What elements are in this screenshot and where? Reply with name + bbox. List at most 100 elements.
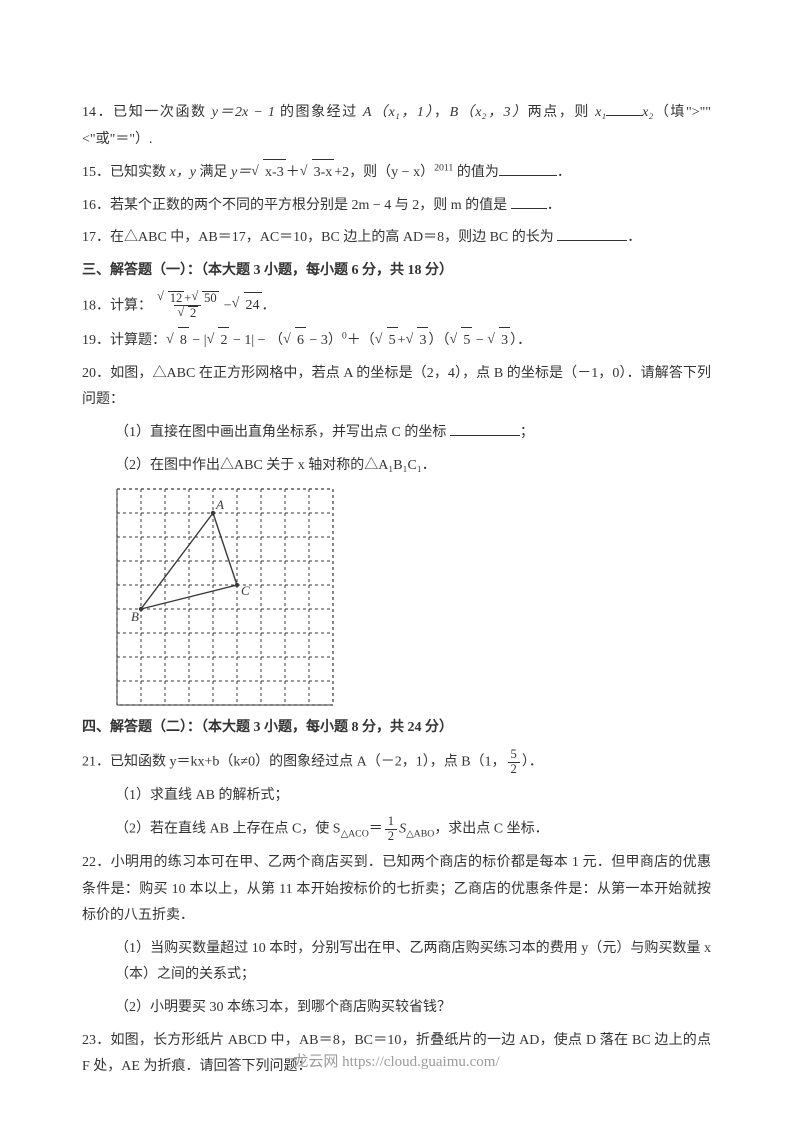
x1: x₁ xyxy=(595,105,606,120)
text: 的图象经过 xyxy=(275,105,363,120)
svg-text:C: C xyxy=(241,583,250,598)
sub: △ABO xyxy=(406,828,434,839)
numerator: 12+50 xyxy=(154,291,222,306)
plus: ＋ xyxy=(286,165,300,180)
fraction: 12+50 2 xyxy=(154,291,222,322)
q-num: 17． xyxy=(82,230,110,245)
sqrt: 24 xyxy=(232,292,262,320)
text: 如图，△ABC 在正方形网格中，若点 A 的坐标是（2，4），点 B 的坐标是（… xyxy=(82,366,711,408)
q15: 15．已知实数 x，y 满足 y＝x-3＋3-x+2，则（y − x）2011 … xyxy=(82,159,711,187)
q22-p1: （1）当购买数量超过 10 本时，分别写出在甲、乙两商店购买练习本的费用 y（元… xyxy=(82,936,711,989)
answer-blank xyxy=(606,101,642,116)
q-num: 14． xyxy=(82,105,113,120)
text: ，则（y − x） xyxy=(349,165,434,180)
q18: 18．计算： 12+50 2 −24． xyxy=(82,291,711,322)
q20: 20．如图，△ABC 在正方形网格中，若点 A 的坐标是（2，4），点 B 的坐… xyxy=(82,361,711,414)
eq: y＝2x − 1 xyxy=(212,105,275,120)
svg-text:A: A xyxy=(215,497,224,512)
minus: − xyxy=(224,298,232,313)
section-3-heading: 三、解答题（一）：（本大题 3 小题，每小题 6 分，共 18 分） xyxy=(82,258,711,285)
t: − 1| − （ xyxy=(229,333,283,348)
q14: 14．已知一次函数 y＝2x − 1 的图象经过 A（x₁，1），B（x₂，3）… xyxy=(82,100,711,153)
x2: x₂ xyxy=(642,105,653,120)
sqrt: 3 xyxy=(406,327,429,355)
answer-blank xyxy=(499,161,557,176)
text: 的值为 xyxy=(453,165,499,180)
label: 计算题： xyxy=(110,333,166,348)
t: ＋（ xyxy=(347,333,375,348)
answer-blank xyxy=(450,421,520,436)
denominator: 2 xyxy=(174,305,201,321)
tail: ． xyxy=(547,198,561,213)
t: − xyxy=(472,333,487,348)
sqrt: 6 xyxy=(283,327,306,355)
section-4-heading: 四、解答题（二）：（本大题 3 小题，每小题 8 分，共 24 分） xyxy=(82,715,711,742)
sqrt: 5 xyxy=(449,327,472,355)
q22: 22．小明用的练习本可在甲、乙两个商店买到．已知两个商店的标价都是每本 1 元．… xyxy=(82,850,711,930)
eq: y＝ xyxy=(231,165,251,180)
q20-p2: （2）在图中作出△ABC 关于 x 轴对称的△A₁B₁C₁． xyxy=(82,453,711,480)
answer-blank xyxy=(511,194,547,209)
pt: A（x₁，1） xyxy=(363,105,434,120)
q19: 19．计算题：8 − |2 − 1| − （6 − 3）0＋（5+3）（5 − … xyxy=(82,327,711,355)
q-num: 21． xyxy=(82,754,110,769)
text: 已知函数 y＝kx+b（k≠0）的图象经过点 A（－2，1），点 B（1， xyxy=(110,754,506,769)
text: 在△ABC 中，AB＝17，AC＝10，BC 边上的高 AD＝8，则边 BC 的… xyxy=(110,230,554,245)
text: ）． xyxy=(522,754,543,769)
tail: ． xyxy=(262,298,276,313)
t: ）． xyxy=(510,333,531,348)
tail: ． xyxy=(627,230,641,245)
sqrt: 8 xyxy=(166,327,189,355)
plus: +2 xyxy=(334,165,349,180)
pt: B（x₂，3） xyxy=(450,105,528,120)
fraction: 12 xyxy=(385,815,397,844)
sqrt: 5 xyxy=(375,327,398,355)
q-num: 19． xyxy=(82,333,110,348)
text: 已知一次函数 xyxy=(113,105,212,120)
sqrt: x-3 xyxy=(251,159,286,187)
xy: x，y xyxy=(170,165,196,180)
q-num: 20． xyxy=(82,366,110,381)
text: （2）在图中作出△ABC 关于 x 轴对称的△A₁B₁C₁． xyxy=(115,458,436,473)
text: 已知实数 xyxy=(110,165,170,180)
t: − | xyxy=(189,333,207,348)
text: （1）直接在图中画出直角坐标系，并写出点 C 的坐标 xyxy=(115,425,446,440)
text: 小明用的练习本可在甲、乙两个商店买到．已知两个商店的标价都是每本 1 元．但甲商… xyxy=(82,855,711,923)
answer-blank xyxy=(557,226,627,241)
text: （2）若在直线 AB 上存在点 C，使 S xyxy=(115,822,341,837)
sqrt: 3-x xyxy=(300,159,335,187)
text: 满足 xyxy=(196,165,231,180)
q22-p2: （2）小明要买 30 本练习本，到哪个商店购买较省钱？ xyxy=(82,995,711,1022)
grid-diagram: A B C xyxy=(115,487,335,707)
sqrt: 3 xyxy=(487,327,510,355)
q20-figure: A B C xyxy=(115,487,711,707)
exam-page: 14．已知一次函数 y＝2x − 1 的图象经过 A（x₁，1），B（x₂，3）… xyxy=(0,0,793,1122)
q20-p1: （1）直接在图中画出直角坐标系，并写出点 C 的坐标 ； xyxy=(82,420,711,447)
text: ，求出点 C 坐标． xyxy=(434,822,548,837)
fraction: 52 xyxy=(508,748,520,777)
q-num: 23． xyxy=(82,1033,110,1048)
sub: △ACO xyxy=(341,828,369,839)
eq: ＝ xyxy=(369,822,383,837)
t: + xyxy=(398,333,406,348)
q21: 21．已知函数 y＝kx+b（k≠0）的图象经过点 A（－2，1），点 B（1，… xyxy=(82,748,711,777)
t: − 3） xyxy=(306,333,342,348)
exp: 2011 xyxy=(434,163,453,174)
sqrt: 2 xyxy=(207,327,230,355)
label: 计算： xyxy=(110,298,152,313)
q21-p1: （1）求直线 AB 的解析式； xyxy=(82,783,711,810)
q-num: 16． xyxy=(82,198,110,213)
q17: 17．在△ABC 中，AB＝17，AC＝10，BC 边上的高 AD＝8，则边 B… xyxy=(82,225,711,252)
text: 若某个正数的两个不同的平方根分别是 2m − 4 与 2，则 m 的值是 xyxy=(110,198,507,213)
q-num: 18． xyxy=(82,298,110,313)
q-num: 15． xyxy=(82,165,110,180)
q-num: 22． xyxy=(82,855,111,870)
sep: ， xyxy=(434,105,450,120)
q21-p2: （2）若在直线 AB 上存在点 C，使 S△ACO＝12S△ABO，求出点 C … xyxy=(82,815,711,844)
q16: 16．若某个正数的两个不同的平方根分别是 2m − 4 与 2，则 m 的值是 … xyxy=(82,193,711,220)
page-footer: 龙云网 https://cloud.guaimu.com/ xyxy=(0,1048,793,1077)
svg-text:B: B xyxy=(131,609,139,624)
t: ）（ xyxy=(428,333,449,348)
text: 两点，则 xyxy=(528,105,595,120)
tail: ； xyxy=(520,425,534,440)
